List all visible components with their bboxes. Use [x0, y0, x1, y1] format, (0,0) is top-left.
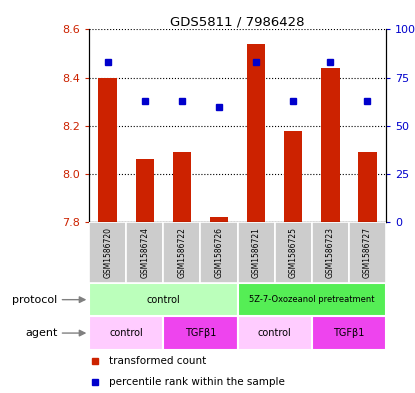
Bar	[237, 316, 312, 350]
Bar	[164, 222, 200, 283]
Text: control: control	[110, 328, 143, 338]
Bar	[237, 222, 275, 283]
Title: GDS5811 / 7986428: GDS5811 / 7986428	[170, 15, 305, 28]
Bar	[89, 316, 164, 350]
Text: GSM1586720: GSM1586720	[103, 227, 112, 278]
Text: TGFβ1: TGFβ1	[333, 328, 364, 338]
Bar	[312, 316, 386, 350]
Bar	[136, 160, 154, 222]
Text: GSM1586724: GSM1586724	[140, 227, 149, 278]
Text: GSM1586725: GSM1586725	[289, 227, 298, 278]
Bar	[349, 222, 386, 283]
Bar	[237, 283, 386, 316]
Text: GSM1586727: GSM1586727	[363, 227, 372, 278]
Bar	[89, 222, 126, 283]
Text: 5Z-7-Oxozeanol pretreatment: 5Z-7-Oxozeanol pretreatment	[249, 295, 374, 304]
Bar	[200, 222, 237, 283]
Text: percentile rank within the sample: percentile rank within the sample	[108, 376, 284, 387]
Bar	[247, 44, 266, 222]
Text: agent: agent	[25, 328, 58, 338]
Text: control: control	[146, 295, 180, 305]
Bar	[89, 283, 237, 316]
Text: GSM1586721: GSM1586721	[251, 227, 261, 278]
Bar	[284, 130, 303, 222]
Text: control: control	[258, 328, 292, 338]
Bar	[210, 217, 228, 222]
Text: GSM1586723: GSM1586723	[326, 227, 335, 278]
Bar	[164, 316, 237, 350]
Text: TGFβ1: TGFβ1	[185, 328, 216, 338]
Text: transformed count: transformed count	[108, 356, 206, 366]
Bar	[98, 78, 117, 222]
Bar	[275, 222, 312, 283]
Text: GSM1586726: GSM1586726	[215, 227, 224, 278]
Text: protocol: protocol	[12, 295, 58, 305]
Bar	[173, 152, 191, 222]
Bar	[321, 68, 339, 222]
Bar	[126, 222, 164, 283]
Bar	[358, 152, 377, 222]
Bar	[312, 222, 349, 283]
Text: GSM1586722: GSM1586722	[178, 227, 186, 278]
